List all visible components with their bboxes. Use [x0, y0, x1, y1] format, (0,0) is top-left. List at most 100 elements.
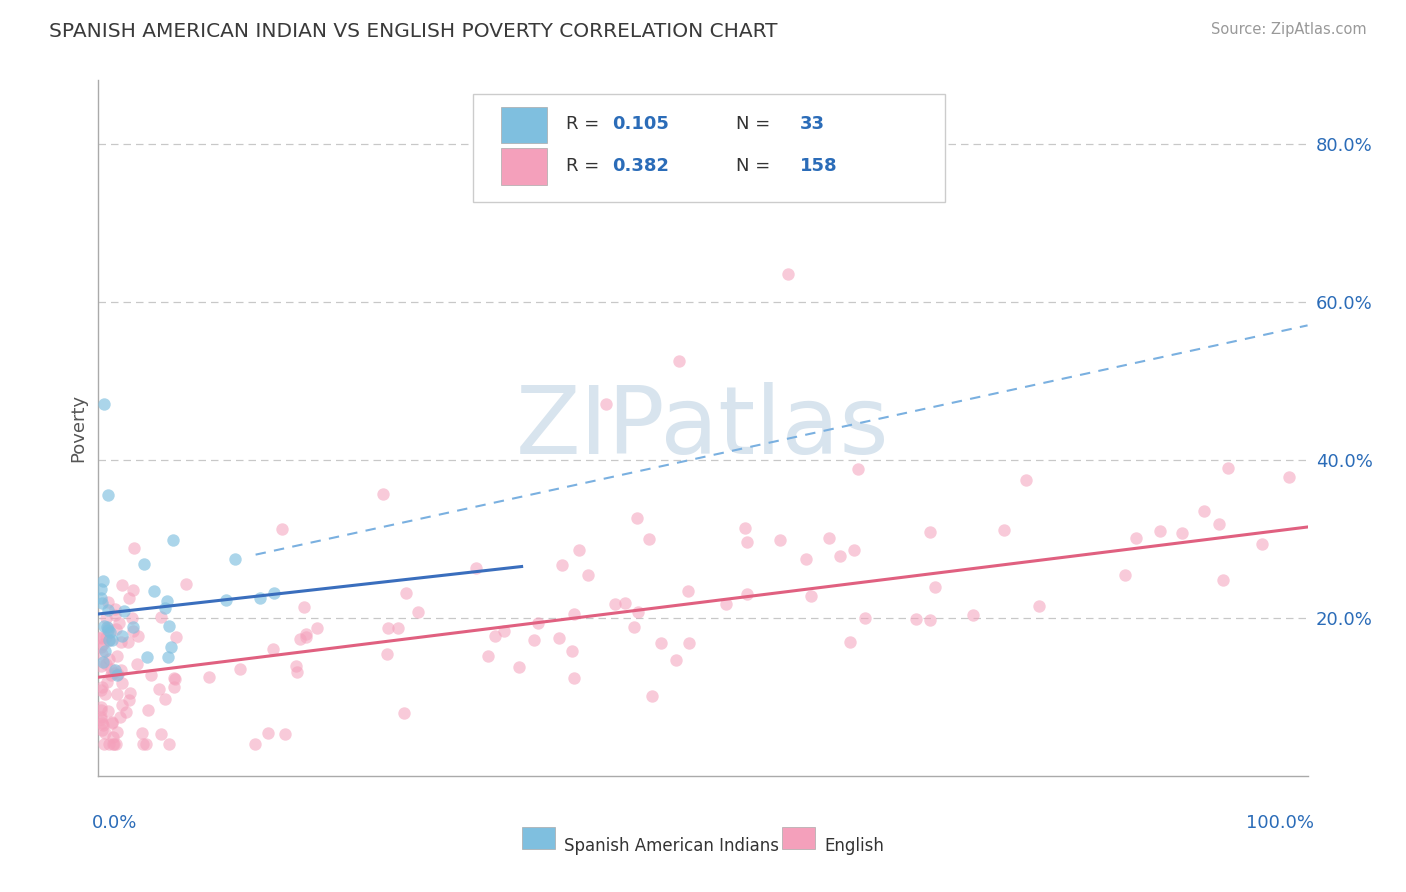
- Text: N =: N =: [735, 157, 776, 175]
- Point: [523, 632, 546, 647]
- Point: [842, 543, 865, 558]
- Point: [118, 591, 141, 605]
- Point: [678, 636, 700, 650]
- Point: [838, 635, 860, 649]
- Point: [603, 598, 626, 612]
- Point: [135, 738, 157, 752]
- Point: [103, 738, 125, 752]
- Point: [91, 718, 114, 732]
- Point: [104, 607, 127, 622]
- Point: [131, 726, 153, 740]
- Point: [392, 706, 415, 720]
- Point: [90, 683, 112, 698]
- Point: [157, 738, 180, 752]
- Point: [90, 700, 112, 714]
- Text: English: English: [824, 838, 884, 855]
- Point: [668, 354, 690, 368]
- Text: 33: 33: [800, 115, 825, 133]
- Point: [97, 623, 120, 637]
- Point: [818, 531, 841, 545]
- Point: [292, 600, 315, 615]
- Point: [97, 595, 120, 609]
- Point: [962, 608, 984, 623]
- Point: [794, 552, 817, 566]
- Point: [918, 525, 941, 540]
- Point: [1251, 536, 1274, 550]
- Point: [132, 738, 155, 752]
- Point: [90, 712, 112, 726]
- Point: [155, 600, 177, 615]
- Point: [623, 620, 645, 634]
- Point: [776, 267, 799, 281]
- Point: [91, 680, 114, 694]
- FancyBboxPatch shape: [522, 827, 555, 849]
- Point: [562, 671, 585, 685]
- Point: [148, 681, 170, 696]
- Point: [107, 666, 129, 681]
- Point: [1125, 532, 1147, 546]
- Point: [1015, 473, 1038, 487]
- Point: [90, 709, 112, 723]
- Point: [94, 611, 117, 625]
- Point: [98, 632, 121, 647]
- Text: 158: 158: [800, 157, 838, 175]
- Point: [508, 660, 530, 674]
- Point: [527, 616, 550, 631]
- Point: [406, 605, 429, 619]
- Point: [904, 612, 927, 626]
- Point: [90, 647, 112, 661]
- Point: [97, 632, 120, 647]
- Point: [136, 702, 159, 716]
- Point: [91, 637, 114, 651]
- Point: [734, 521, 756, 535]
- Point: [101, 730, 124, 744]
- Text: N =: N =: [735, 115, 776, 133]
- Point: [101, 715, 124, 730]
- Point: [561, 643, 583, 657]
- Point: [93, 574, 115, 588]
- Point: [94, 631, 117, 645]
- Point: [122, 619, 145, 633]
- Point: [1208, 517, 1230, 532]
- Point: [163, 671, 186, 685]
- Point: [121, 611, 143, 625]
- Point: [910, 188, 932, 202]
- Point: [125, 657, 148, 671]
- Point: [215, 592, 238, 607]
- Point: [1149, 524, 1171, 539]
- Point: [576, 567, 599, 582]
- Point: [122, 582, 145, 597]
- Point: [165, 672, 187, 686]
- Point: [105, 622, 128, 636]
- Point: [96, 675, 118, 690]
- Point: [103, 666, 125, 681]
- Point: [105, 668, 128, 682]
- Point: [90, 659, 112, 673]
- Point: [111, 698, 134, 712]
- Point: [307, 621, 329, 635]
- Point: [105, 725, 128, 739]
- Point: [375, 647, 398, 661]
- Point: [477, 648, 499, 663]
- Point: [626, 510, 648, 524]
- Point: [94, 657, 117, 672]
- Point: [492, 624, 515, 638]
- Point: [118, 686, 141, 700]
- Point: [90, 715, 112, 730]
- FancyBboxPatch shape: [474, 95, 945, 202]
- Point: [90, 631, 112, 645]
- FancyBboxPatch shape: [501, 107, 547, 143]
- Point: [101, 632, 124, 647]
- Point: [142, 584, 165, 599]
- Point: [94, 688, 117, 702]
- Point: [294, 626, 316, 640]
- Point: [271, 522, 294, 536]
- Point: [97, 602, 120, 616]
- Point: [769, 533, 792, 547]
- Point: [650, 636, 672, 650]
- Point: [846, 462, 869, 476]
- Text: SPANISH AMERICAN INDIAN VS ENGLISH POVERTY CORRELATION CHART: SPANISH AMERICAN INDIAN VS ENGLISH POVER…: [49, 22, 778, 41]
- Point: [735, 535, 758, 549]
- Point: [387, 621, 409, 635]
- Point: [637, 532, 659, 546]
